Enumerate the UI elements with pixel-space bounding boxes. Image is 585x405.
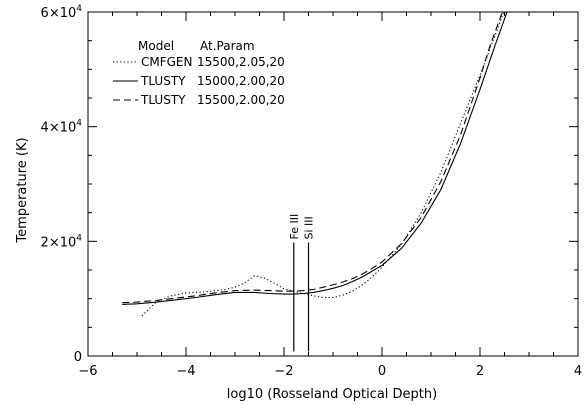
legend-header-param: At.Param <box>200 39 255 53</box>
legend-entry-name: CMFGEN <box>141 55 193 69</box>
series-line-solid <box>122 12 508 305</box>
x-tick-label: −6 <box>78 364 97 379</box>
x-axis-label: log10 (Rosseland Optical Depth) <box>227 387 437 402</box>
series-line-dashed <box>122 12 503 304</box>
annotation-label: Si III <box>303 216 316 239</box>
legend-entry-param: 15500,2.00,20 <box>197 93 285 107</box>
legend-entry-name: TLUSTY <box>140 93 186 107</box>
x-tick-label: −4 <box>176 364 195 379</box>
y-tick-label: 0 <box>74 350 82 365</box>
legend-entry-name: TLUSTY <box>140 74 186 88</box>
x-tick-label: 2 <box>476 364 484 379</box>
y-tick-label: 6×104 <box>41 4 83 21</box>
x-tick-label: −2 <box>274 364 293 379</box>
y-axis-label: Temperature (K) <box>15 137 30 243</box>
y-tick-label: 4×104 <box>41 119 83 136</box>
legend-header-model: Model <box>138 39 174 53</box>
x-tick-label: 0 <box>378 364 386 379</box>
x-tick-label: 4 <box>574 364 582 379</box>
legend-entry-param: 15000,2.00,20 <box>197 74 285 88</box>
legend-entry-param: 15500,2.05,20 <box>197 55 285 69</box>
y-tick-label: 2×104 <box>41 233 83 250</box>
annotation-label: Fe III <box>288 214 301 240</box>
